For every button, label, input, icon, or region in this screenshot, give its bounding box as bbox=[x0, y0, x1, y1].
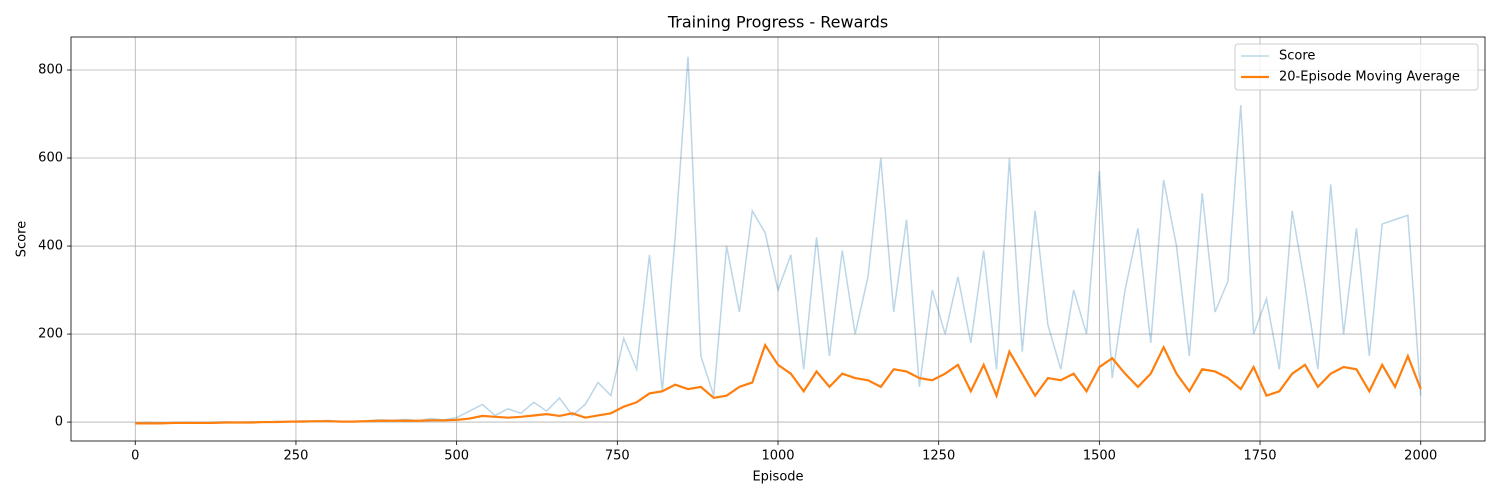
legend-label: 20-Episode Moving Average bbox=[1279, 70, 1460, 85]
x-axis-label: Episode bbox=[752, 470, 803, 485]
y-tick-label: 0 bbox=[55, 415, 63, 430]
y-tick-label: 400 bbox=[38, 239, 63, 254]
x-tick-label: 250 bbox=[284, 449, 309, 464]
x-tick-label: 1750 bbox=[1243, 449, 1276, 464]
x-tick-label: 1000 bbox=[761, 449, 794, 464]
x-tick-label: 750 bbox=[605, 449, 630, 464]
y-tick-label: 200 bbox=[38, 327, 63, 342]
series-line bbox=[135, 342, 1422, 425]
legend: Score 20-Episode Moving Average bbox=[1234, 43, 1479, 91]
plot-frame bbox=[70, 36, 1486, 442]
chart-title: Training Progress - Rewards bbox=[667, 13, 888, 32]
legend-box bbox=[1234, 43, 1479, 91]
x-tick-label: 500 bbox=[444, 449, 469, 464]
x-tick-label: 1500 bbox=[1083, 449, 1116, 464]
y-tick-label: 600 bbox=[38, 151, 63, 166]
legend-label: Score bbox=[1279, 49, 1315, 64]
y-tick-label: 800 bbox=[38, 63, 63, 78]
y-axis-label: Score bbox=[15, 221, 30, 257]
x-tick-label: 1250 bbox=[922, 449, 955, 464]
x-tick-label: 0 bbox=[131, 449, 139, 464]
x-tick-label: 2000 bbox=[1404, 449, 1437, 464]
